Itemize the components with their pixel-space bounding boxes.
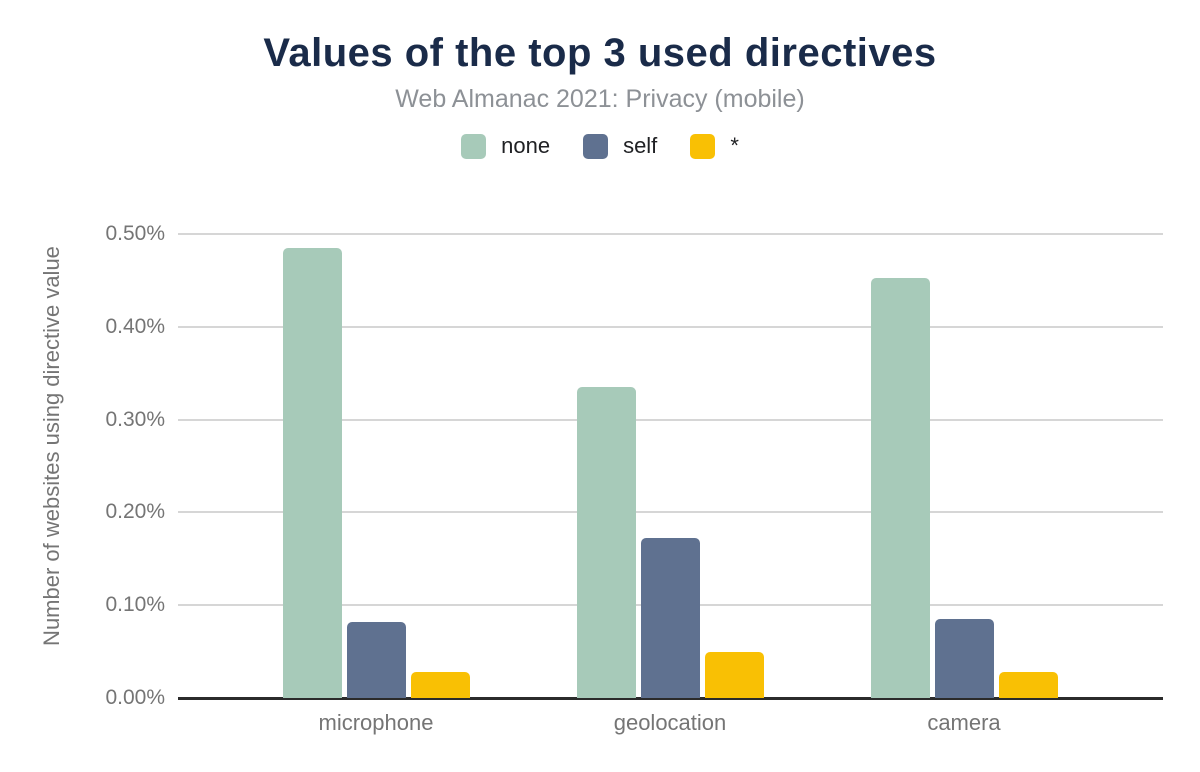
- y-tick-label: 0.40%: [105, 314, 165, 338]
- legend-item-none: none: [461, 133, 550, 159]
- legend-item-self: self: [583, 133, 657, 159]
- legend-swatch-star-icon: [690, 133, 716, 159]
- y-tick-label: 0.00%: [105, 686, 165, 709]
- bar-geolocation-star: [705, 652, 764, 698]
- chart-subtitle: Web Almanac 2021: Privacy (mobile): [395, 85, 805, 113]
- bar-geolocation-none: [577, 387, 636, 698]
- y-tick-label: 0.50%: [105, 222, 165, 245]
- bar-camera-self: [935, 619, 994, 698]
- legend-label-self: self: [623, 133, 658, 158]
- legend-swatch-self-icon: [583, 133, 609, 159]
- gridline: [178, 511, 1163, 514]
- x-axis-label-geolocation: geolocation: [613, 710, 727, 735]
- gridline: [178, 418, 1163, 421]
- legend-item-star: *: [690, 133, 739, 159]
- bar-geolocation-self: [641, 538, 700, 698]
- x-axis-line: [178, 697, 1163, 700]
- bar-microphone-self: [347, 622, 406, 698]
- chart-title: Values of the top 3 used directives: [263, 31, 937, 75]
- chart-page: { "chart_data": { "type": "bar", "title"…: [0, 30, 1200, 772]
- plot-area: [178, 233, 1163, 700]
- y-tick-label: 0.30%: [105, 407, 165, 431]
- bar-camera-star: [999, 672, 1058, 698]
- y-tick-label: 0.20%: [105, 500, 165, 524]
- legend-label-star: *: [730, 133, 739, 158]
- legend-swatch-none-icon: [461, 133, 487, 159]
- x-axis-label-microphone: microphone: [318, 710, 434, 735]
- bar-camera-none: [871, 278, 930, 698]
- gridline: [178, 233, 1163, 235]
- y-tick-label: 0.10%: [105, 593, 165, 617]
- legend: none self *: [0, 133, 1200, 159]
- gridline: [178, 325, 1163, 328]
- legend-label-none: none: [501, 133, 551, 158]
- bar-microphone-star: [411, 672, 470, 698]
- bar-microphone-none: [283, 248, 342, 698]
- x-axis-label-camera: camera: [927, 710, 1001, 735]
